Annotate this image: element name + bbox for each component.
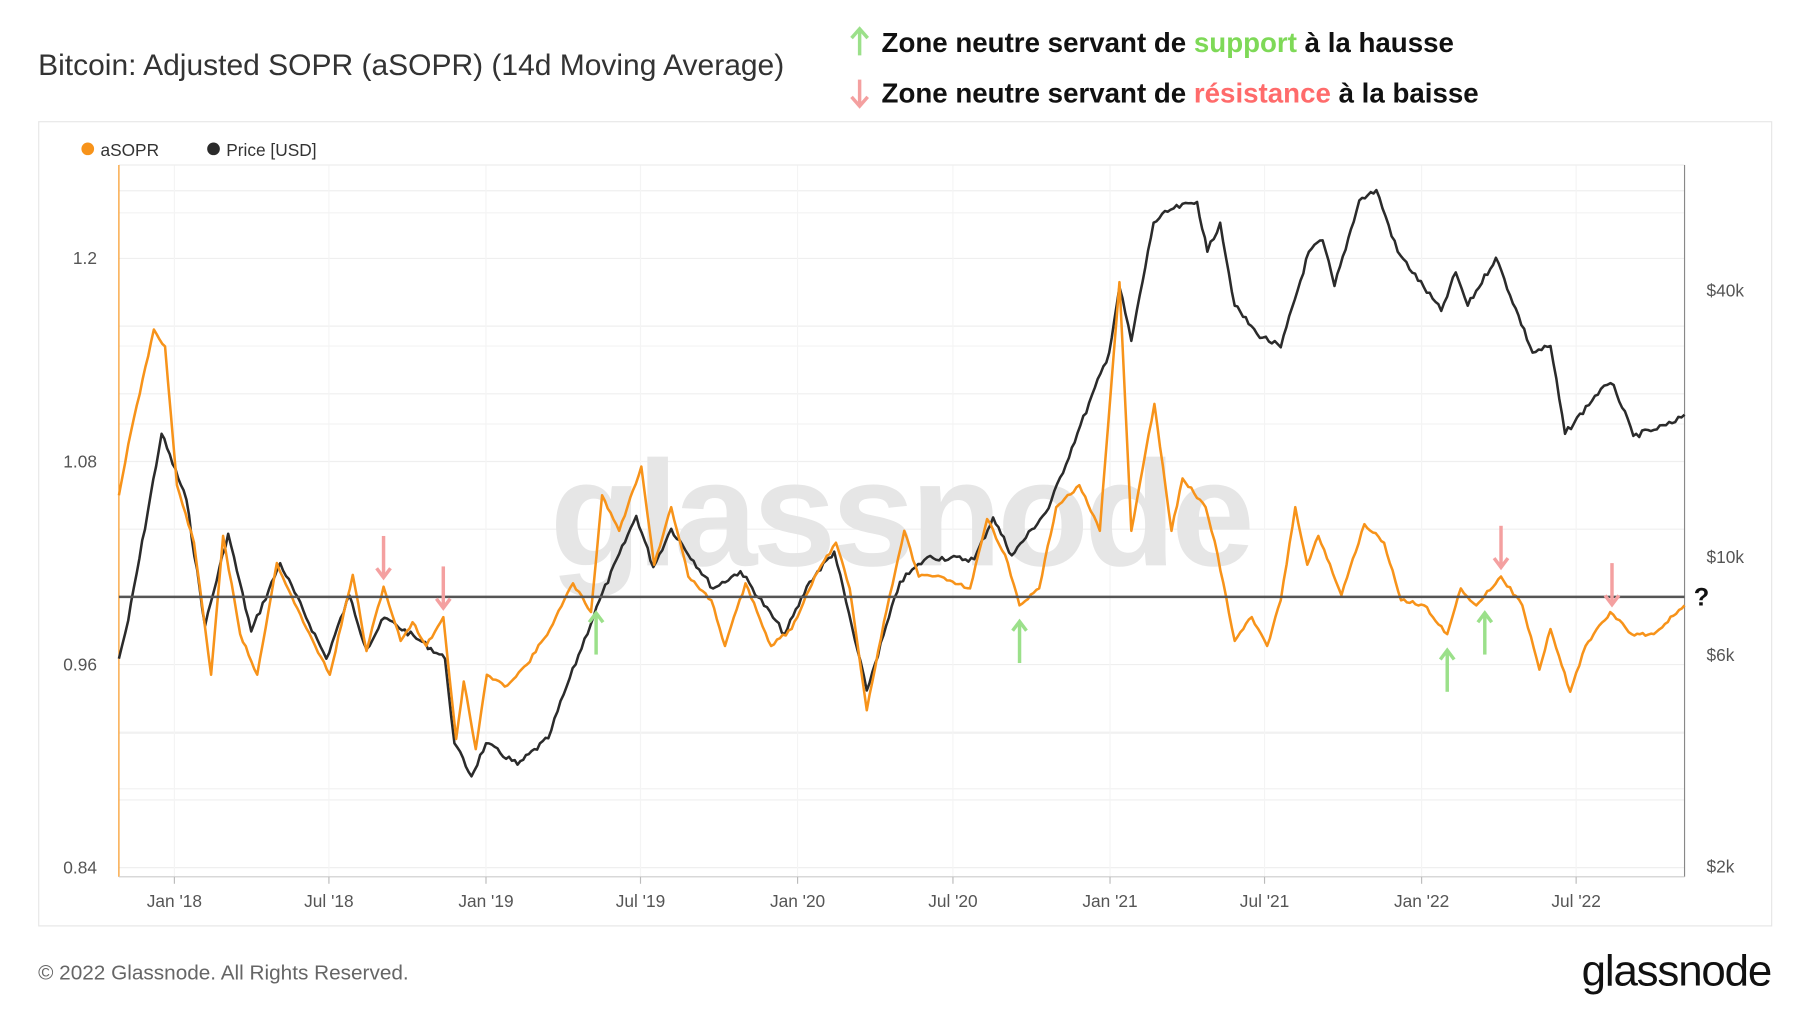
asopr-line — [117, 280, 1686, 751]
support-arrow-icon — [1476, 610, 1494, 655]
resistance-note-suffix: à la baisse — [1331, 78, 1479, 109]
y-right-tick-label: $40k — [1706, 281, 1744, 301]
resistance-arrow-icon — [434, 566, 452, 611]
arrow-head — [587, 610, 605, 624]
x-tick-label: Jul '19 — [616, 891, 665, 911]
price-line — [117, 188, 1686, 778]
arrow-head — [375, 567, 392, 581]
x-tick-label: Jul '18 — [304, 891, 353, 911]
support-note-prefix: Zone neutre servant de — [882, 27, 1194, 58]
arrow-head — [1603, 594, 1621, 608]
arrow-head — [434, 597, 452, 611]
y-left-tick-label: 1.2 — [73, 248, 97, 268]
question-mark: ? — [1694, 584, 1710, 612]
arrow-head — [1438, 647, 1456, 661]
support-arrow-icon — [1438, 647, 1456, 692]
y-right-tick-label: $10k — [1706, 547, 1744, 567]
series — [117, 188, 1686, 778]
support-note-suffix: à la hausse — [1297, 27, 1454, 58]
arrow-head — [1011, 618, 1028, 632]
legend-item-price[interactable]: Price [USD] — [207, 140, 317, 160]
x-tick-label: Jul '22 — [1551, 891, 1600, 911]
support-keyword: support — [1194, 27, 1297, 58]
arrow-head — [1476, 610, 1494, 624]
legend-item-asopr[interactable]: aSOPR — [81, 140, 159, 160]
annotations — [375, 525, 1621, 692]
annotation-legend: Zone neutre servant de support à la haus… — [850, 26, 1479, 109]
y-right-tick-label: $6k — [1706, 645, 1734, 665]
legend-dot-price — [207, 142, 220, 156]
x-tick-label: Jul '21 — [1240, 891, 1289, 911]
x-tick-label: Jul '20 — [928, 891, 977, 911]
resistance-arrow-icon — [375, 535, 392, 581]
copyright: © 2022 Glassnode. All Rights Reserved. — [38, 962, 409, 985]
legend: aSOPR Price [USD] — [81, 140, 317, 160]
y-left-tick-label: 0.84 — [63, 857, 97, 877]
resistance-arrow-icon — [1492, 525, 1510, 571]
support-arrow-icon — [587, 610, 605, 655]
resistance-note-prefix: Zone neutre servant de — [882, 78, 1194, 109]
axes: 0.84 0.96 1.08 1.2 $2k $6k $10k $40k Jan '18 Jul … — [63, 164, 1744, 911]
y-left-tick-label: 1.08 — [63, 451, 97, 471]
y-left-tick-label: 0.96 — [63, 654, 97, 674]
support-note: Zone neutre servant de support à la haus… — [882, 27, 1454, 58]
legend-label-price: Price [USD] — [226, 140, 316, 160]
down-arrow-icon — [850, 79, 869, 109]
x-tick-label: Jan '22 — [1394, 891, 1449, 911]
support-arrow-icon — [1011, 618, 1028, 664]
resistance-note: Zone neutre servant de résistance à la b… — [882, 78, 1479, 109]
watermark: glassnode — [550, 429, 1250, 597]
x-tick-label: Jan '21 — [1082, 891, 1137, 911]
legend-dot-asopr — [81, 142, 95, 156]
resistance-arrow-icon — [1603, 563, 1621, 608]
chart-title: Bitcoin: Adjusted SOPR (aSOPR) (14d Movi… — [38, 49, 784, 82]
legend-label-asopr: aSOPR — [100, 140, 159, 160]
y-right-tick-label: $2k — [1706, 856, 1734, 876]
arrow-head — [1492, 557, 1510, 571]
x-tick-label: Jan '18 — [147, 891, 202, 911]
x-tick-label: Jan '20 — [770, 891, 825, 911]
x-tick-label: Jan '19 — [458, 891, 513, 911]
chart-frame — [38, 121, 1773, 927]
up-arrow-icon — [850, 26, 869, 56]
glassnode-logo: glassnode — [1582, 946, 1771, 995]
resistance-keyword: résistance — [1194, 78, 1331, 109]
